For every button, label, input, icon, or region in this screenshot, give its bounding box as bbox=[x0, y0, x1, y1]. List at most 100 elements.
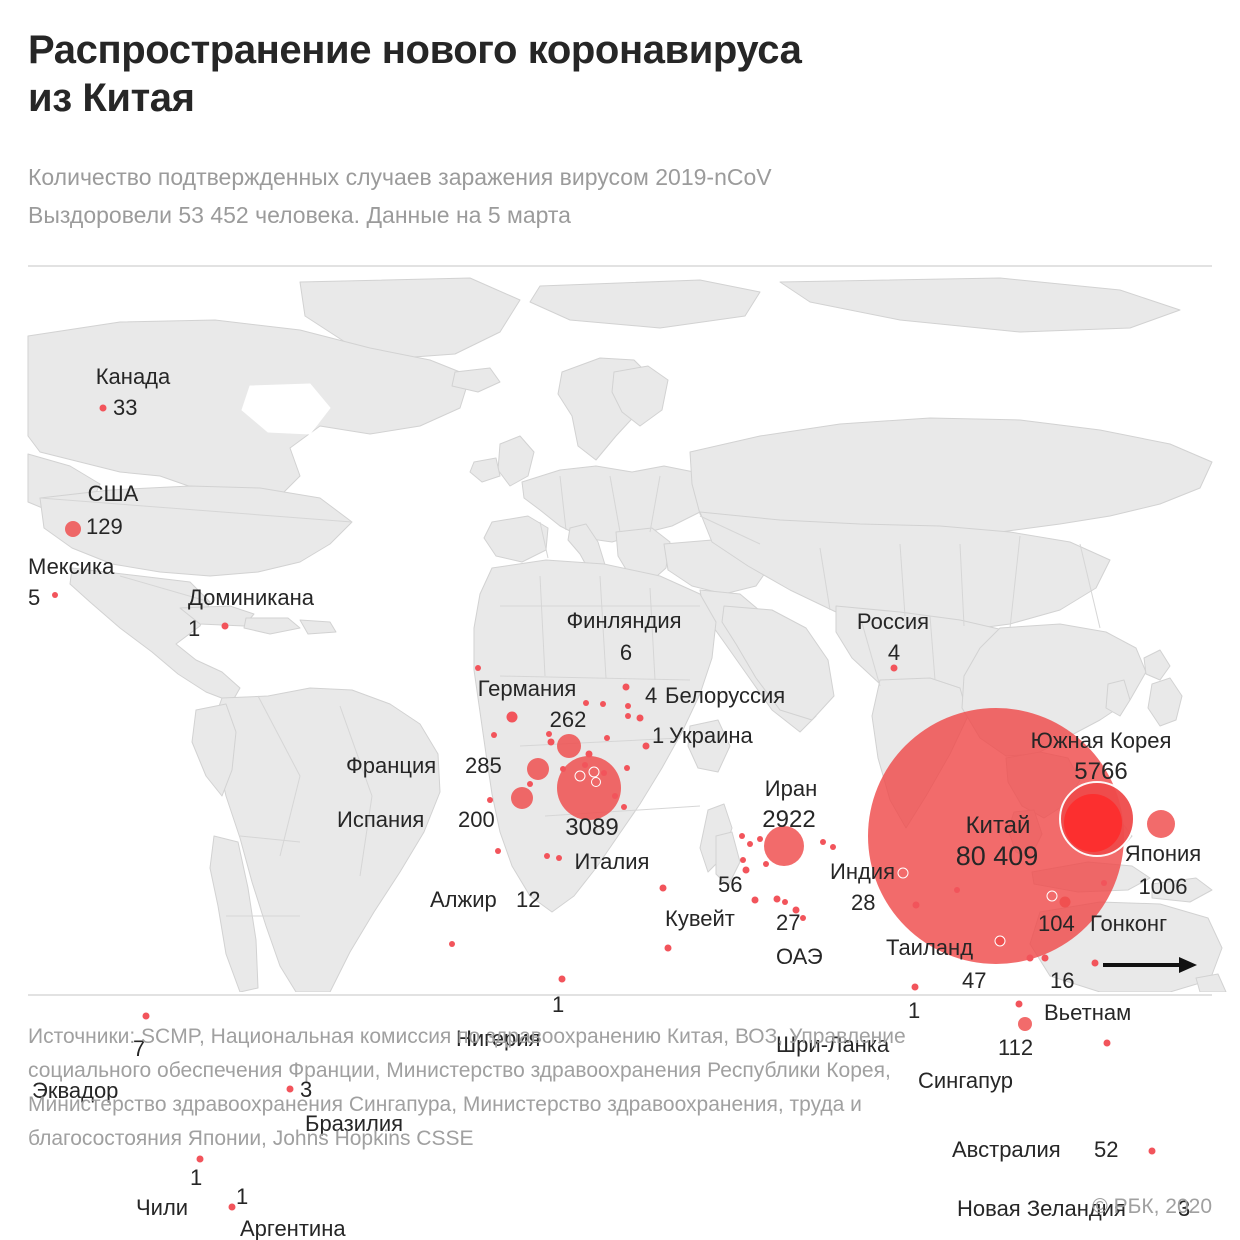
dot-estonia[interactable] bbox=[625, 703, 631, 709]
dot-andorra[interactable] bbox=[527, 781, 533, 787]
bubble-germany[interactable] bbox=[557, 734, 581, 758]
dot-nigeria[interactable] bbox=[558, 975, 566, 983]
dot-australia[interactable] bbox=[1148, 1147, 1156, 1155]
map-labels-layer: Канада 33 США 129 Мексика 5 Доминикана 1… bbox=[0, 276, 1240, 1240]
dot-north-macedonia[interactable] bbox=[612, 793, 618, 799]
label-new-zealand-value: 3 bbox=[1178, 1196, 1191, 1221]
map-markers-layer bbox=[0, 276, 1240, 1211]
bubble-south-korea-core[interactable] bbox=[1064, 794, 1122, 852]
dot-pakistan[interactable] bbox=[820, 839, 826, 845]
ring-monaco[interactable] bbox=[591, 777, 601, 787]
dot-belgium[interactable] bbox=[547, 738, 555, 746]
label-belarus-value: 4 bbox=[645, 683, 658, 708]
label-mexico-name: Мексика bbox=[28, 554, 115, 579]
dot-georgia[interactable] bbox=[739, 833, 745, 839]
dot-ireland[interactable] bbox=[491, 732, 497, 738]
sources-text: Источники: SCMP, Национальная комиссия п… bbox=[28, 1025, 906, 1150]
dot-indonesia[interactable] bbox=[1103, 1039, 1111, 1047]
dot-ecuador[interactable] bbox=[142, 1012, 150, 1020]
dot-vietnam[interactable] bbox=[1041, 954, 1049, 962]
label-ecuador-value: 7 bbox=[133, 1036, 146, 1061]
dot-bangladesh[interactable] bbox=[954, 887, 960, 893]
dot-azerbaijan[interactable] bbox=[757, 836, 763, 842]
dot-philippines[interactable] bbox=[1091, 959, 1099, 967]
bubble-hong-kong[interactable] bbox=[1059, 896, 1071, 908]
dot-latvia[interactable] bbox=[625, 713, 631, 719]
dot-uk[interactable] bbox=[506, 711, 518, 723]
label-japan-value: 1006 bbox=[1138, 874, 1188, 899]
label-south-korea-name: Южная Корея bbox=[1030, 728, 1172, 753]
label-nigeria-name: Нигерия bbox=[456, 1026, 541, 1051]
label-dominicana-value: 1 bbox=[188, 616, 201, 641]
ring-san-marino[interactable] bbox=[574, 770, 586, 782]
dot-belarus[interactable] bbox=[636, 714, 644, 722]
dot-canada[interactable] bbox=[99, 404, 107, 412]
dot-netherlands[interactable] bbox=[546, 731, 552, 737]
dot-iceland[interactable] bbox=[475, 665, 481, 671]
label-russia-name: Россия bbox=[856, 609, 930, 634]
dot-taiwan[interactable] bbox=[1101, 880, 1107, 886]
ring-myanmar[interactable] bbox=[994, 935, 1006, 947]
label-sri-lanka-value: 1 bbox=[908, 998, 921, 1023]
dot-austria[interactable] bbox=[582, 762, 588, 768]
dot-bahrain[interactable] bbox=[773, 895, 781, 903]
dot-oman[interactable] bbox=[800, 915, 806, 921]
dot-dominicana[interactable] bbox=[221, 622, 229, 630]
dot-qatar[interactable] bbox=[782, 899, 788, 905]
label-iran-value: 2922 bbox=[762, 806, 816, 833]
dot-kuwait[interactable] bbox=[751, 896, 759, 904]
dot-russia[interactable] bbox=[890, 664, 898, 672]
ring-nepal[interactable] bbox=[897, 867, 909, 879]
dot-czech[interactable] bbox=[585, 750, 593, 758]
label-china-value: 80 409 bbox=[955, 841, 1039, 871]
dot-sweden[interactable] bbox=[600, 701, 606, 707]
dot-ukraine[interactable] bbox=[642, 742, 650, 750]
bubble-italy[interactable] bbox=[557, 756, 621, 820]
dot-sudan[interactable] bbox=[664, 944, 672, 952]
dot-egypt[interactable] bbox=[659, 884, 667, 892]
label-brazil-name: Бразилия bbox=[305, 1111, 404, 1136]
dot-india[interactable] bbox=[912, 901, 920, 909]
bubble-spain[interactable] bbox=[511, 787, 533, 809]
dot-lebanon[interactable] bbox=[740, 857, 746, 863]
dot-iraq[interactable] bbox=[763, 861, 769, 867]
dot-norway[interactable] bbox=[583, 700, 589, 706]
bubble-japan[interactable] bbox=[1147, 810, 1175, 838]
bubble-singapore[interactable] bbox=[1018, 1017, 1032, 1031]
dot-senegal[interactable] bbox=[449, 941, 455, 947]
label-algeria-value: 12 bbox=[516, 887, 541, 912]
dot-malaysia[interactable] bbox=[1015, 1000, 1023, 1008]
bubble-iran[interactable] bbox=[764, 826, 804, 866]
dot-switzerland[interactable] bbox=[560, 766, 566, 772]
dot-algeria[interactable] bbox=[544, 853, 550, 859]
dot-argentina[interactable] bbox=[228, 1203, 236, 1211]
label-japan-name: Япония bbox=[1124, 841, 1202, 866]
dot-croatia[interactable] bbox=[601, 770, 607, 776]
dot-tunisia[interactable] bbox=[556, 855, 562, 861]
world-map-container: Канада 33 США 129 Мексика 5 Доминикана 1… bbox=[0, 276, 1240, 1240]
bubble-usa[interactable] bbox=[65, 521, 81, 537]
dot-finland[interactable] bbox=[622, 683, 630, 691]
label-usa-value: 129 bbox=[86, 514, 123, 539]
dot-uae[interactable] bbox=[792, 906, 800, 914]
dot-chile[interactable] bbox=[196, 1155, 204, 1163]
label-hong-kong-name: Гонконг bbox=[1090, 911, 1168, 936]
dot-sri-lanka[interactable] bbox=[911, 983, 919, 991]
dot-brazil[interactable] bbox=[286, 1085, 294, 1093]
dot-poland[interactable] bbox=[604, 735, 610, 741]
label-france-name: Франция bbox=[346, 753, 437, 778]
dot-morocco[interactable] bbox=[495, 848, 501, 854]
bubble-france[interactable] bbox=[527, 758, 549, 780]
label-sri-lanka-name: Шри-Ланка bbox=[776, 1032, 890, 1057]
dot-cambodia[interactable] bbox=[1026, 954, 1034, 962]
page-subtitle: Количество подтвержденных случаев зараже… bbox=[28, 164, 772, 228]
dot-mexico[interactable] bbox=[52, 592, 58, 598]
dot-romania[interactable] bbox=[624, 765, 630, 771]
ring-macao[interactable] bbox=[1046, 890, 1058, 902]
dot-greece[interactable] bbox=[621, 804, 627, 810]
dot-afghanistan[interactable] bbox=[830, 844, 836, 850]
dot-portugal[interactable] bbox=[487, 797, 493, 803]
dot-armenia[interactable] bbox=[747, 841, 753, 847]
dot-israel[interactable] bbox=[742, 866, 750, 874]
